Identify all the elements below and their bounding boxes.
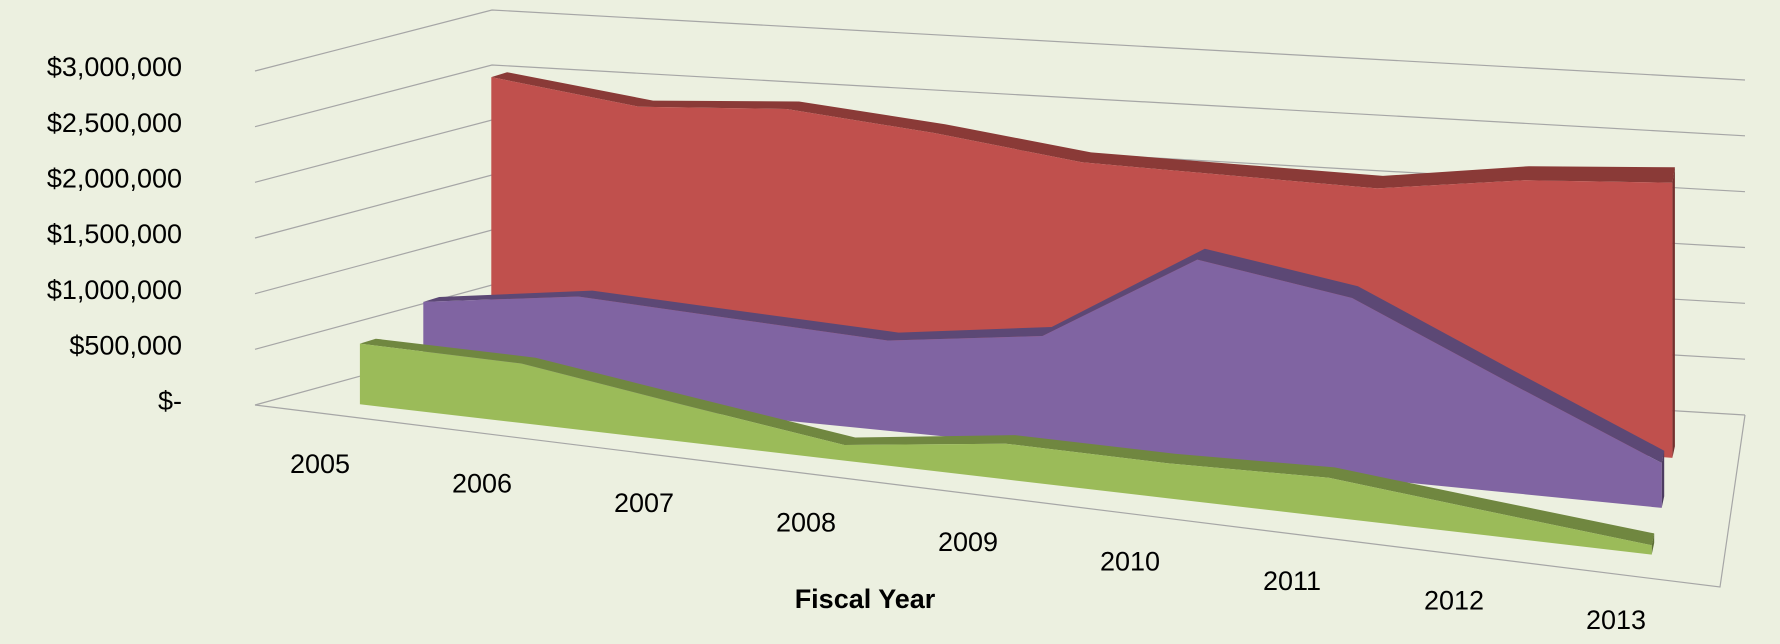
- y-tick-label: $3,000,000: [47, 52, 182, 82]
- area-side: [1661, 450, 1665, 508]
- x-tick-label: 2007: [614, 488, 674, 518]
- x-tick-label: 2008: [776, 508, 836, 538]
- x-tick-label: 2009: [938, 527, 998, 557]
- x-axis-title: Fiscal Year: [795, 584, 936, 614]
- area-side: [1651, 533, 1655, 555]
- y-tick-label: $2,500,000: [47, 108, 182, 138]
- area: [359, 343, 1652, 555]
- area-top: [491, 72, 1675, 189]
- x-tick-label: 2012: [1424, 586, 1484, 616]
- area-top: [359, 338, 1655, 546]
- area-side: [1672, 167, 1675, 458]
- y-tick-label: $500,000: [69, 330, 182, 360]
- x-tick-label: 2005: [290, 449, 350, 479]
- x-tick-label: 2011: [1263, 566, 1321, 596]
- x-tick-label: 2006: [452, 469, 512, 499]
- floor-edge: [254, 404, 1746, 588]
- y-tick-label: $-: [158, 386, 182, 416]
- area: [423, 259, 1662, 508]
- x-tick-label: 2013: [1586, 605, 1646, 635]
- grid-line: [254, 64, 1746, 137]
- y-tick-label: $1,000,000: [47, 275, 182, 305]
- y-tick-label: $1,500,000: [47, 219, 182, 249]
- grid-line: [254, 9, 1746, 81]
- x-tick-label: 2010: [1100, 547, 1160, 577]
- y-tick-label: $2,000,000: [47, 163, 182, 193]
